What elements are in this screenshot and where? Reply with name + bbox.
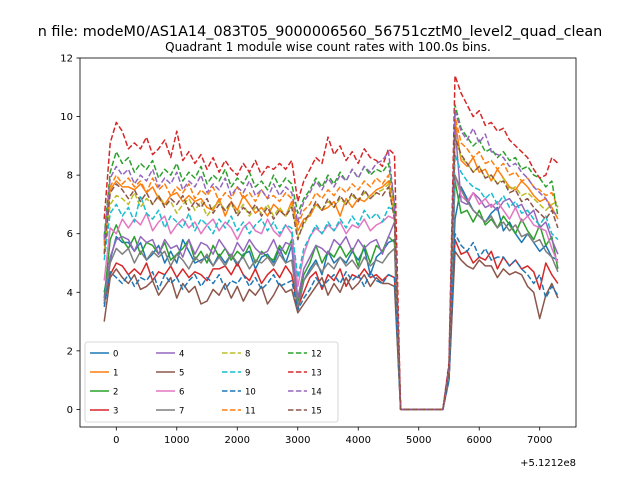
series-line-5 — [103, 250, 559, 411]
legend-label-4: 4 — [179, 350, 184, 360]
series-line-9 — [103, 153, 559, 411]
y-tick-label: 0 — [67, 405, 73, 416]
legend-label-2: 2 — [113, 388, 118, 398]
plot-area: 0 1000 2000 3000 4000 5000 6000 7000 024681012 … — [60, 54, 577, 469]
legend-label-14: 14 — [311, 388, 322, 398]
legend-label-8: 8 — [245, 350, 250, 360]
y-tick-label: 8 — [67, 171, 73, 182]
y-tick-label: 2 — [67, 346, 73, 357]
x-offset-label: +5.1212e8 — [520, 458, 576, 469]
x-tick-label: 3000 — [285, 435, 310, 446]
legend-label-10: 10 — [245, 388, 256, 398]
series-line-11 — [103, 115, 559, 411]
x-tick-label: 0 — [113, 435, 119, 446]
legend-label-6: 6 — [179, 388, 184, 398]
x-tick-label: 5000 — [406, 435, 431, 446]
series-line-4 — [103, 124, 559, 411]
legend-label-9: 9 — [245, 369, 250, 379]
series-line-7 — [103, 174, 559, 411]
y-tick-label: 4 — [67, 288, 73, 299]
chart-title: Quadrant 1 module wise count rates with … — [165, 40, 491, 54]
legend-box — [84, 341, 339, 423]
legend-label-13: 13 — [311, 369, 322, 379]
y-tick-label: 12 — [60, 54, 73, 65]
legend-label-11: 11 — [245, 407, 256, 417]
x-tick-label: 6000 — [466, 435, 491, 446]
legend-label-15: 15 — [311, 407, 322, 417]
series-layer — [103, 74, 559, 411]
figure-suptitle: n file: modeM0/AS1A14_083T05_9000006560_… — [38, 24, 603, 40]
series-line-12 — [103, 104, 559, 411]
legend-label-3: 3 — [113, 407, 118, 417]
series-line-14 — [103, 109, 559, 411]
x-axis: 0 1000 2000 3000 4000 5000 6000 7000 — [113, 427, 552, 446]
y-tick-label: 10 — [60, 112, 73, 123]
y-axis: 0 2 4 6 8 10 12 — [60, 54, 80, 416]
x-tick-label: 1000 — [164, 435, 189, 446]
series-line-13 — [103, 74, 559, 411]
y-tick-label: 6 — [67, 229, 73, 240]
legend-label-1: 1 — [113, 369, 118, 379]
legend-label-0: 0 — [113, 350, 118, 360]
series-line-6 — [103, 174, 559, 411]
series-line-10 — [103, 232, 559, 411]
x-tick-label: 7000 — [527, 435, 552, 446]
x-tick-label: 4000 — [346, 435, 371, 446]
legend-label-7: 7 — [179, 407, 184, 417]
legend-label-12: 12 — [311, 350, 322, 360]
x-tick-label: 2000 — [225, 435, 250, 446]
legend-label-5: 5 — [179, 369, 184, 379]
plot-frame — [79, 57, 577, 428]
series-line-15 — [103, 136, 559, 411]
